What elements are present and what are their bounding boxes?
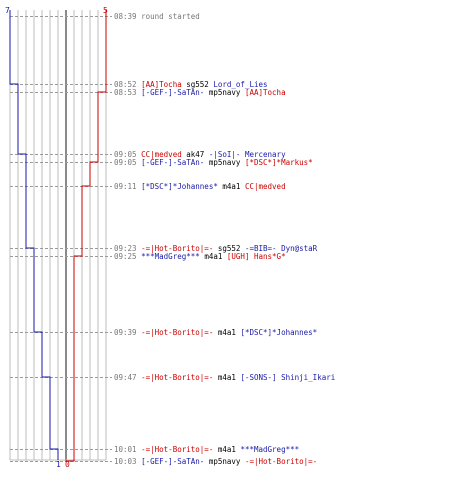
kill-row: 10:03 [-GEF-]-SaTAn- mp5navy -=|Hot-Bori… <box>114 457 317 466</box>
victim-name: -|SoI|- Mercenary <box>208 150 286 159</box>
team-alive-lines <box>9 10 107 462</box>
victim-name: [UGH] Hans*G* <box>226 252 286 261</box>
blue-team-line <box>9 10 59 460</box>
victim-name: [-SONS-] Shinji_Ikari <box>240 373 336 382</box>
weapon-name: m4a1 <box>204 252 223 261</box>
round-start-row: 08:39 round started <box>114 12 200 21</box>
killer-name: [-GEF-]-SaTAn- <box>141 457 205 466</box>
victim-name: [AA]Tocha <box>244 88 286 97</box>
victim-name: [*DSC*]*Markus* <box>244 158 313 167</box>
killer-name: CC|medved <box>141 150 182 159</box>
killer-name: [-GEF-]-SaTAn- <box>141 158 205 167</box>
weapon-name: m4a1 <box>217 445 236 454</box>
event-time: 09:23 <box>114 244 137 253</box>
weapon-name: sg552 <box>217 244 241 253</box>
victim-name: [*DSC*]*Johannes* <box>240 328 318 337</box>
kill-row: 09:11 [*DSC*]*Johannes* m4a1 CC|medved <box>114 182 286 191</box>
kill-row: 09:25 ***MadGreg*** m4a1 [UGH] Hans*G* <box>114 252 286 261</box>
red-team-line <box>65 10 107 462</box>
kill-row: 09:47 -=|Hot-Borito|=- m4a1 [-SONS-] Shi… <box>114 373 335 382</box>
red-start-count: 5 <box>103 6 108 15</box>
victim-name: Lord_of_Lies <box>213 80 268 89</box>
event-time: 08:52 <box>114 80 137 89</box>
weapon-name: mp5navy <box>208 158 241 167</box>
chart-grid <box>9 10 107 461</box>
weapon-name: m4a1 <box>217 373 236 382</box>
kill-row: 09:05 [-GEF-]-SaTAn- mp5navy [*DSC*]*Mar… <box>114 158 313 167</box>
event-time: 09:47 <box>114 373 137 382</box>
killer-name: [*DSC*]*Johannes* <box>141 182 218 191</box>
weapon-name: m4a1 <box>222 182 241 191</box>
weapon-name: ak47 <box>186 150 205 159</box>
event-time: 10:03 <box>114 457 137 466</box>
kill-row: 09:23 -=|Hot-Borito|=- sg552 -=BIB=- Dyn… <box>114 244 317 253</box>
event-time: 08:39 <box>114 12 137 21</box>
kill-row: 08:53 [-GEF-]-SaTAn- mp5navy [AA]Tocha <box>114 88 286 97</box>
weapon-name: mp5navy <box>208 457 241 466</box>
event-time: 09:05 <box>114 150 137 159</box>
killer-name: [-GEF-]-SaTAn- <box>141 88 205 97</box>
event-time: 09:11 <box>114 182 137 191</box>
event-time: 10:01 <box>114 445 137 454</box>
weapon-name: sg552 <box>186 80 209 89</box>
weapon-name: mp5navy <box>208 88 241 97</box>
victim-name: CC|medved <box>244 182 286 191</box>
victim-name: ***MadGreg*** <box>240 445 300 454</box>
killer-name: [AA]Tocha <box>141 80 182 89</box>
event-time: 09:25 <box>114 252 137 261</box>
kill-row: 08:52 [AA]Tocha sg552 Lord_of_Lies <box>114 80 268 89</box>
red-end-count: 0 <box>65 460 70 469</box>
victim-name: -=|Hot-Borito|=- <box>244 457 318 466</box>
blue-start-count: 7 <box>5 6 10 15</box>
killer-name: ***MadGreg*** <box>141 252 200 261</box>
event-note: round started <box>141 12 200 21</box>
event-guide-lines <box>10 16 112 462</box>
kill-row: 09:39 -=|Hot-Borito|=- m4a1 [*DSC*]*Joha… <box>114 328 317 337</box>
kill-row: 10:01 -=|Hot-Borito|=- m4a1 ***MadGreg**… <box>114 445 299 454</box>
killer-name: -=|Hot-Borito|=- <box>141 244 214 253</box>
event-time: 09:05 <box>114 158 137 167</box>
weapon-name: m4a1 <box>217 328 236 337</box>
victim-name: -=BIB=- Dyn@staR <box>244 244 318 253</box>
blue-end-count: 1 <box>56 460 61 469</box>
event-time: 09:39 <box>114 328 137 337</box>
killer-name: -=|Hot-Borito|=- <box>141 328 214 337</box>
killer-name: -=|Hot-Borito|=- <box>141 373 214 382</box>
kill-row: 09:05 CC|medved ak47 -|SoI|- Mercenary <box>114 150 286 159</box>
event-time: 08:53 <box>114 88 137 97</box>
killer-name: -=|Hot-Borito|=- <box>141 445 214 454</box>
